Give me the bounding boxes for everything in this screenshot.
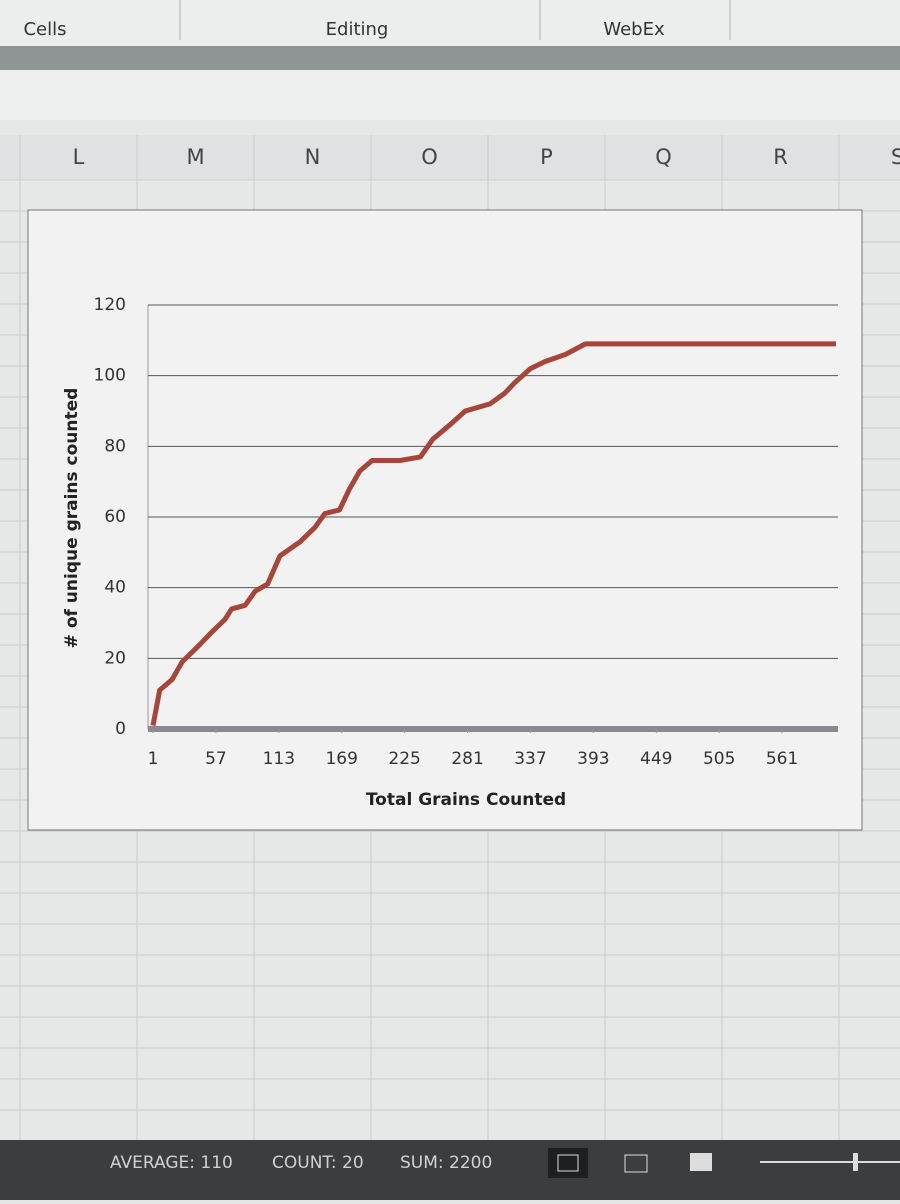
column-header: N [305,145,321,169]
x-axis-title: Total Grains Counted [366,790,566,810]
x-tick-label: 393 [577,749,609,769]
column-header-row [0,135,900,180]
y-tick-label: 20 [104,648,126,668]
column-header: R [773,145,788,169]
y-tick-label: 40 [104,578,126,598]
ribbon [0,0,900,46]
status-item: SUM: 2200 [400,1153,492,1173]
x-tick-label: 449 [640,749,672,769]
formula-area [0,70,900,120]
chart-area [27,209,863,831]
data-line [150,341,836,726]
x-tick-label: 337 [514,749,546,769]
ribbon-group-label: Editing [326,19,389,40]
y-tick-label: 0 [115,719,126,739]
ribbon-group-label: WebEx [603,19,665,40]
column-header: S [891,145,900,169]
page-layout-button[interactable] [624,1154,648,1173]
x-tick-label: 1 [148,749,159,769]
x-tick-label: 113 [263,749,295,769]
toolbar-strip [0,46,900,70]
status-item: COUNT: 20 [272,1153,364,1173]
column-header: M [186,145,204,169]
x-tick-label: 561 [766,749,798,769]
y-axis-title: # of unique grains counted [62,388,82,649]
y-tick-label: 60 [104,507,126,527]
ribbon-group-label: Cells [23,19,66,40]
page-break-button[interactable] [690,1153,712,1171]
column-header: Q [655,145,672,169]
x-tick-label: 57 [205,749,227,769]
zoom-thumb[interactable] [853,1153,858,1171]
y-tick-label: 80 [104,436,126,456]
normal-view-button[interactable] [548,1148,588,1178]
normal-view-icon [557,1154,579,1172]
x-tick-label: 505 [703,749,735,769]
plot-area: 0 20 40 60 80 100 120 1 57 113 169 225 281 337 393 449 5… [94,295,838,769]
status-bar [0,1140,900,1200]
column-header: O [421,145,438,169]
column-header: L [73,145,85,169]
status-item: AVERAGE: 110 [110,1153,233,1173]
column-header: P [540,145,553,169]
x-tick-label: 281 [451,749,483,769]
y-tick-label: 120 [94,295,126,315]
x-tick-label: 225 [388,749,420,769]
y-tick-label: 100 [94,366,126,386]
x-tick-label: 169 [325,749,357,769]
